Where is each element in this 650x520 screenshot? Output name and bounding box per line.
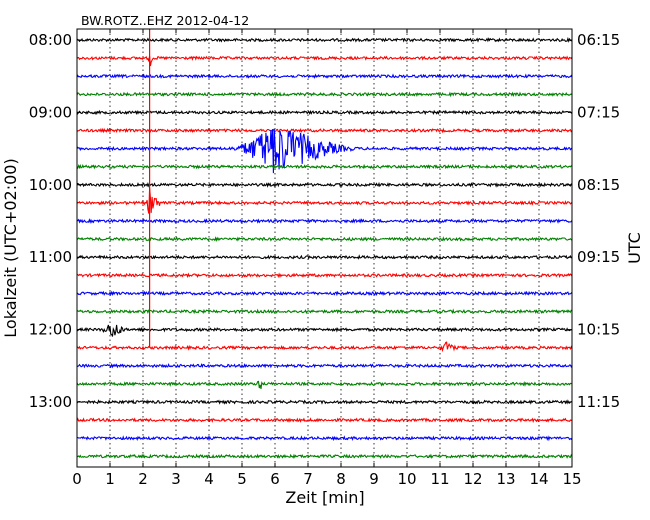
trace-line [76,55,573,67]
trace-line [76,399,572,405]
x-tick-label: 7 [303,470,313,488]
trace-line [76,187,573,214]
x-tick-label: 11 [430,470,449,488]
trace-line [77,435,573,442]
trace-line [76,254,573,260]
left-tick-label: 11:00 [29,248,72,266]
right-tick-label: 10:15 [577,321,620,339]
x-tick-label: 1 [105,470,115,488]
left-axis-label: Lokalzeit (UTC+02:00) [1,158,20,337]
right-axis-ticks: 06:15 07:15 08:15 09:15 10:15 11:15 [568,31,620,411]
right-tick-label: 11:15 [577,393,620,411]
x-tick-label: 10 [397,470,416,488]
trace-line [76,73,573,80]
trace-line [76,218,573,224]
trace-line [76,290,573,297]
trace-line [76,181,573,188]
x-tick-label: 4 [204,470,214,488]
right-tick-label: 08:15 [577,176,620,194]
right-tick-label: 07:15 [577,103,620,121]
seismic-traces [76,29,573,460]
x-tick-label: 5 [237,470,247,488]
left-tick-label: 12:00 [29,321,72,339]
x-tick-label: 6 [270,470,280,488]
trace-line [76,308,573,315]
trace-line [76,417,573,423]
trace-line [76,163,573,170]
trace-line [76,341,573,353]
x-tick-label: 0 [72,470,82,488]
trace-line [76,91,573,98]
x-tick-label: 13 [496,470,515,488]
plot-frame [76,28,573,468]
left-axis-ticks: 08:00 09:00 10:00 11:00 12:00 13:00 [29,31,81,411]
x-tick-label: 9 [369,470,379,488]
x-tick-label: 15 [562,470,581,488]
left-tick-label: 10:00 [29,176,72,194]
x-axis-ticks: 0 1 2 3 4 5 6 7 8 9 10 11 12 13 14 15 [72,29,582,488]
x-axis-label: Zeit [min] [285,488,364,507]
x-tick-label: 8 [336,470,346,488]
trace-line [76,127,573,134]
right-tick-label: 06:15 [577,31,620,49]
left-tick-label: 13:00 [29,393,72,411]
trace-line [76,128,573,174]
x-tick-label: 3 [171,470,181,488]
chart-title: BW.ROTZ..EHZ 2012-04-12 [81,13,249,28]
trace-line [76,380,573,390]
trace-line [76,362,573,369]
trace-line [76,236,573,243]
trace-line [76,324,573,337]
right-tick-label: 09:15 [577,248,620,266]
x-tick-label: 14 [529,470,548,488]
left-tick-label: 08:00 [29,31,72,49]
x-tick-label: 2 [138,470,148,488]
trace-line [76,36,573,43]
left-tick-label: 09:00 [29,103,72,121]
trace-line [76,453,573,460]
trace-line [76,109,573,116]
right-axis-label: UTC [625,232,644,264]
grid-lines [109,29,540,467]
x-tick-label: 12 [463,470,482,488]
trace-line [76,272,573,279]
